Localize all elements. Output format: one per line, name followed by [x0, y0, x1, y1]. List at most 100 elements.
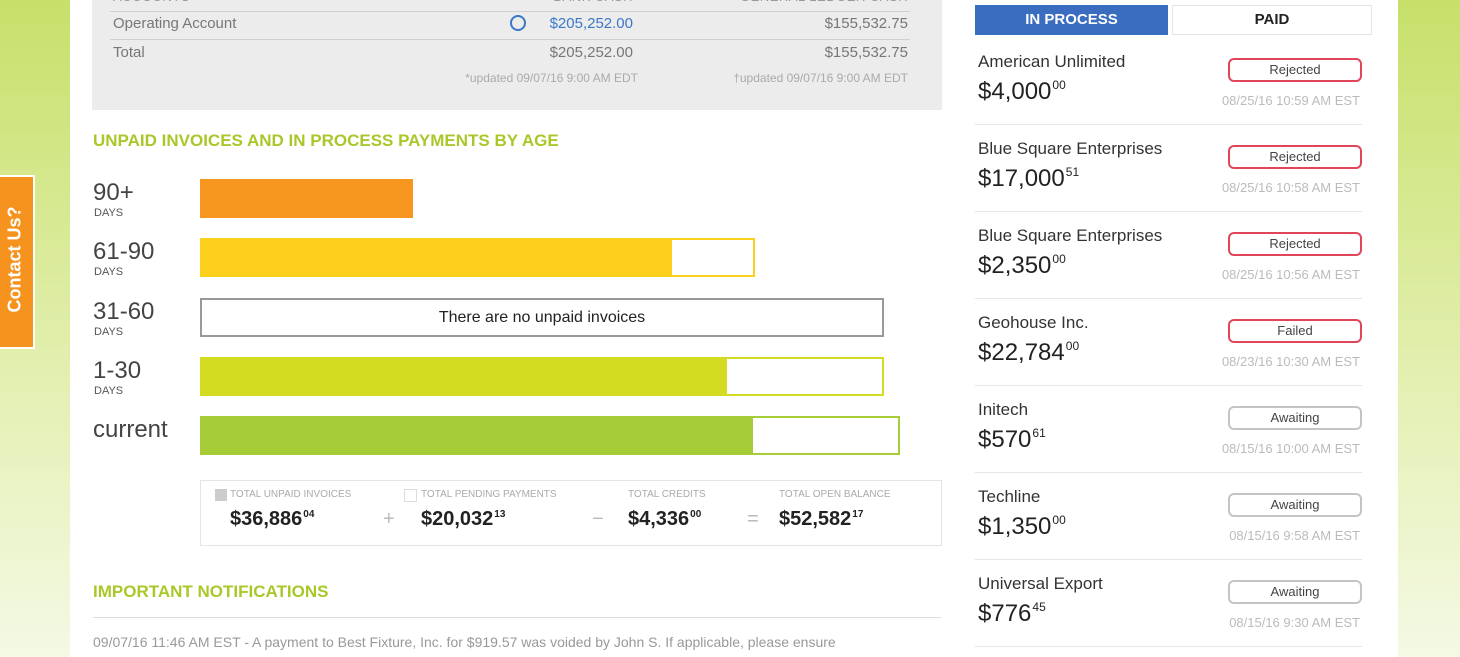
total-value: $20,03213	[421, 508, 505, 531]
bucket-unit: DAYS	[94, 266, 124, 279]
total-label: TOTAL PENDING PAYMENTS	[421, 489, 557, 500]
total-value: $4,33600	[628, 508, 701, 531]
notifications-title: IMPORTANT NOTIFICATIONS	[93, 582, 329, 601]
payment-amount-cents: 61	[1032, 426, 1046, 441]
bar-fill	[200, 356, 727, 396]
total-value-cents: 00	[690, 509, 702, 520]
status-badge: Rejected	[1228, 232, 1362, 256]
legend-swatch	[215, 489, 227, 501]
tab[interactable]: PAID	[1172, 5, 1372, 35]
payment-date: 08/23/16 10:30 AM EST	[1221, 354, 1360, 369]
payment-amount-whole: $1,350	[978, 513, 1052, 540]
payment-amount: $22,78400	[978, 339, 1079, 367]
legend-swatch	[404, 489, 417, 502]
contact-tab[interactable]: Contact Us?	[0, 175, 35, 349]
payment-amount: $1,35000	[978, 513, 1066, 541]
contact-tab-text[interactable]: Contact Us?	[4, 206, 25, 313]
row-line	[110, 39, 910, 40]
payee-name: Universal Export	[978, 574, 1103, 593]
payment-amount-cents: 00	[1065, 339, 1080, 354]
column-header: BANK CASH	[553, 0, 633, 4]
item-divider	[975, 124, 1362, 125]
row-line	[110, 11, 910, 12]
payee-name: Techline	[978, 487, 1041, 506]
ledger-cash: $155,532.75	[824, 44, 908, 61]
payment-date: 08/15/16 10:00 AM EST	[1221, 441, 1360, 456]
status-badge: Rejected	[1228, 145, 1362, 169]
payment-amount-whole: $776	[978, 600, 1032, 627]
bucket-unit: DAYS	[94, 384, 124, 397]
total-label: TOTAL OPEN BALANCE	[779, 489, 891, 500]
bucket-label: 61-90	[93, 238, 155, 266]
ledger-cash: $155,532.75	[824, 15, 908, 32]
payee-name: American Unlimited	[978, 52, 1126, 71]
payment-date: 08/25/16 10:56 AM EST	[1221, 267, 1360, 282]
total-value: $36,88604	[230, 508, 314, 531]
total-value-whole: $36,886	[230, 508, 303, 530]
bank-note: *updated 09/07/16 9:00 AM EDT	[465, 71, 638, 85]
column-header: GENERAL LEDGER CASH	[740, 0, 908, 4]
operator: =	[747, 508, 759, 530]
item-divider	[975, 559, 1362, 560]
operator: −	[592, 508, 604, 530]
payment-date: 08/15/16 9:30 AM EST	[1229, 615, 1360, 630]
payee-name: Geohouse Inc.	[978, 313, 1089, 332]
item-divider	[975, 472, 1362, 473]
status-badge: Rejected	[1228, 58, 1362, 82]
aging-title: UNPAID INVOICES AND IN PROCESS PAYMENTS …	[93, 131, 559, 150]
payment-amount-cents: 51	[1065, 165, 1080, 180]
payee-name: Blue Square Enterprises	[978, 226, 1163, 245]
empty-message: There are no unpaid invoices	[438, 308, 646, 326]
ledger-note: †updated 09/07/16 9:00 AM EDT	[733, 71, 908, 85]
status-badge: Awaiting	[1228, 493, 1362, 517]
notification: 09/07/16 11:46 AM EST - A payment to Bes…	[93, 634, 836, 650]
payment-date: 08/25/16 10:59 AM EST	[1221, 93, 1360, 108]
bucket-label: 90+	[93, 179, 134, 206]
operator: +	[383, 508, 395, 530]
payment-amount-cents: 00	[1052, 252, 1066, 267]
total-label: TOTAL UNPAID INVOICES	[230, 489, 352, 500]
payment-amount-whole: $2,350	[978, 252, 1052, 279]
payee-name: Initech	[978, 400, 1029, 419]
total-value-cents: 13	[494, 509, 506, 520]
status-badge: Awaiting	[1228, 580, 1362, 604]
payment-amount: $2,35000	[978, 252, 1066, 280]
total-value-whole: $20,032	[421, 508, 494, 530]
bucket-unit: DAYS	[94, 325, 124, 338]
payment-amount-cents: 45	[1032, 600, 1046, 615]
tab[interactable]: IN PROCESS	[975, 5, 1168, 35]
item-divider	[975, 646, 1362, 647]
item-divider	[975, 385, 1362, 386]
total-value: $52,58217	[779, 508, 863, 531]
payment-amount: $77645	[978, 600, 1046, 628]
bucket-label: 1-30	[93, 356, 142, 384]
bucket-label: current	[93, 416, 168, 444]
payment-amount-whole: $22,784	[978, 339, 1065, 366]
total-value-whole: $4,336	[628, 508, 690, 530]
bar-fill	[200, 179, 413, 218]
total-label: TOTAL CREDITS	[628, 489, 706, 500]
bank-cash: $205,252.00	[549, 44, 633, 61]
total-value-whole: $52,582	[779, 508, 852, 530]
payment-date: 08/15/16 9:58 AM EST	[1229, 528, 1360, 543]
bar-fill	[200, 238, 672, 278]
total-value-cents: 17	[852, 509, 864, 520]
payee-name: Blue Square Enterprises	[978, 139, 1163, 158]
status-badge: Awaiting	[1228, 406, 1362, 430]
payment-amount: $17,00051	[978, 165, 1079, 193]
account-label: Total	[113, 44, 145, 61]
divider	[93, 617, 941, 618]
item-divider	[975, 298, 1362, 299]
payment-amount-whole: $17,000	[978, 165, 1065, 192]
refresh-icon[interactable]	[510, 15, 526, 31]
bank-cash: $205,252.00	[549, 15, 633, 32]
payment-amount-whole: $570	[978, 426, 1032, 453]
column-header: ACCOUNTS	[113, 0, 190, 4]
bar-fill	[200, 416, 753, 456]
status-badge: Failed	[1228, 319, 1362, 343]
bar-outline	[200, 297, 884, 337]
payment-date: 08/25/16 10:58 AM EST	[1221, 180, 1360, 195]
totals-box	[200, 480, 942, 546]
bucket-unit: DAYS	[94, 207, 124, 219]
